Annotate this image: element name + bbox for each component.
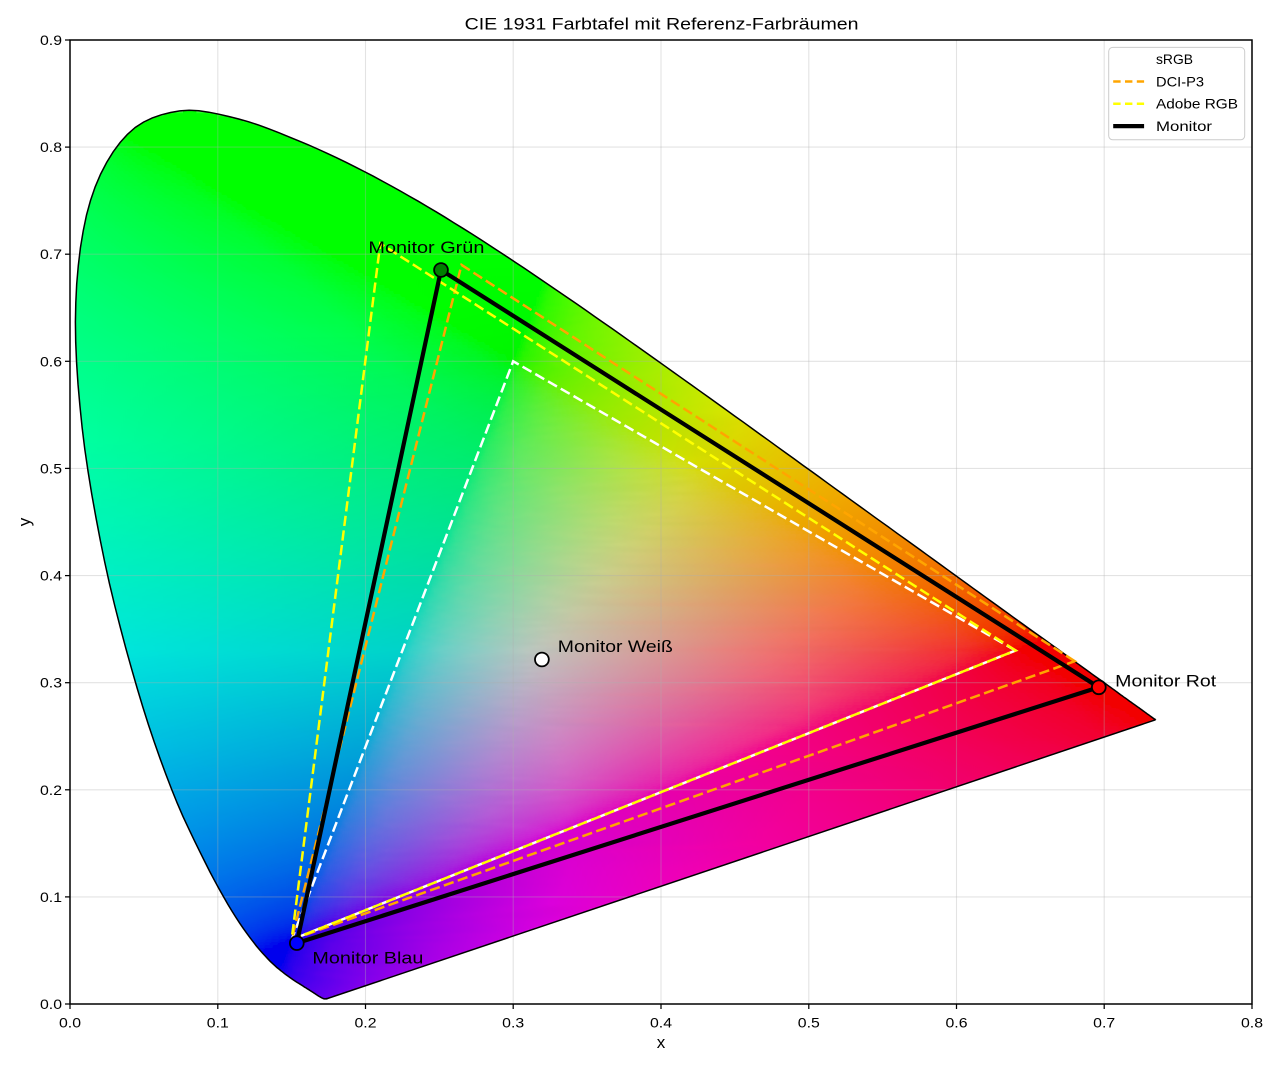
svg-text:0.1: 0.1	[40, 889, 62, 905]
svg-text:0.8: 0.8	[1241, 1015, 1263, 1031]
svg-text:0.2: 0.2	[355, 1015, 377, 1031]
svg-text:0.5: 0.5	[40, 460, 62, 476]
svg-text:CIE 1931 Farbtafel mit Referen: CIE 1931 Farbtafel mit Referenz-Farbräum…	[465, 15, 859, 34]
svg-text:0.6: 0.6	[946, 1015, 968, 1031]
svg-text:Monitor Rot: Monitor Rot	[1115, 672, 1216, 691]
svg-text:0.8: 0.8	[40, 139, 62, 155]
svg-text:0.9: 0.9	[40, 32, 62, 48]
svg-text:0.6: 0.6	[40, 353, 62, 369]
svg-text:Monitor Grün: Monitor Grün	[368, 238, 484, 257]
svg-text:0.5: 0.5	[798, 1015, 820, 1031]
svg-text:0.0: 0.0	[59, 1015, 81, 1031]
svg-text:Adobe RGB: Adobe RGB	[1156, 96, 1238, 112]
svg-text:x: x	[657, 1033, 666, 1052]
svg-text:0.1: 0.1	[207, 1015, 229, 1031]
svg-text:0.0: 0.0	[40, 996, 62, 1012]
svg-text:0.7: 0.7	[40, 246, 62, 262]
svg-text:Monitor: Monitor	[1156, 118, 1212, 134]
svg-text:0.4: 0.4	[40, 568, 62, 584]
svg-text:Monitor Blau: Monitor Blau	[312, 949, 423, 968]
svg-text:0.3: 0.3	[40, 675, 62, 691]
svg-text:0.7: 0.7	[1093, 1015, 1115, 1031]
svg-text:Monitor Weiß: Monitor Weiß	[558, 637, 673, 656]
svg-text:0.2: 0.2	[40, 782, 62, 798]
svg-text:DCI-P3: DCI-P3	[1156, 73, 1204, 89]
svg-text:0.4: 0.4	[650, 1015, 672, 1031]
svg-text:sRGB: sRGB	[1156, 51, 1193, 67]
svg-text:0.3: 0.3	[502, 1015, 524, 1031]
svg-text:y: y	[15, 517, 34, 526]
